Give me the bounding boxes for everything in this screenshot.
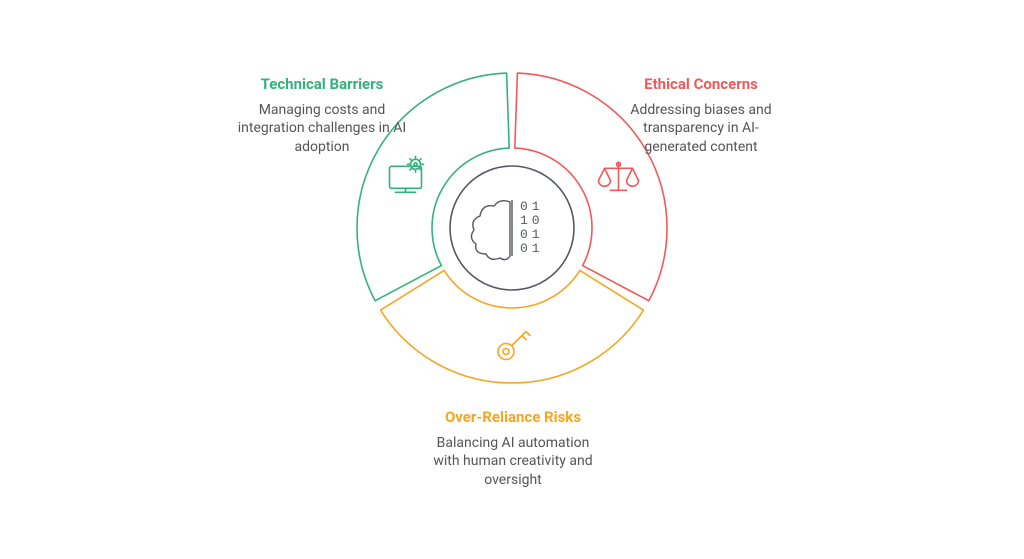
label-technical: Technical Barriers Managing costs and in… [237, 75, 407, 157]
desc-ethical: Addressing biases and transparency in AI… [616, 101, 786, 158]
segment-reliance [381, 270, 644, 383]
svg-text:01: 01 [520, 199, 544, 214]
scales-icon [598, 162, 638, 190]
brain-binary-icon: 01100101 [471, 199, 543, 260]
label-reliance: Over-Reliance Risks Balancing AI automat… [428, 408, 598, 490]
title-ethical: Ethical Concerns [616, 75, 786, 95]
radial-diagram: 01100101 Technical Barriers Managing cos… [0, 0, 1024, 555]
key-icon [498, 332, 530, 360]
svg-text:01: 01 [520, 227, 544, 242]
desc-technical: Managing costs and integration challenge… [237, 101, 407, 158]
svg-text:10: 10 [520, 213, 544, 228]
label-ethical: Ethical Concerns Addressing biases and t… [616, 75, 786, 157]
title-reliance: Over-Reliance Risks [428, 408, 598, 428]
monitor-gear-icon [390, 156, 424, 192]
title-technical: Technical Barriers [237, 75, 407, 95]
svg-text:01: 01 [520, 241, 544, 256]
desc-reliance: Balancing AI automation with human creat… [428, 434, 598, 491]
